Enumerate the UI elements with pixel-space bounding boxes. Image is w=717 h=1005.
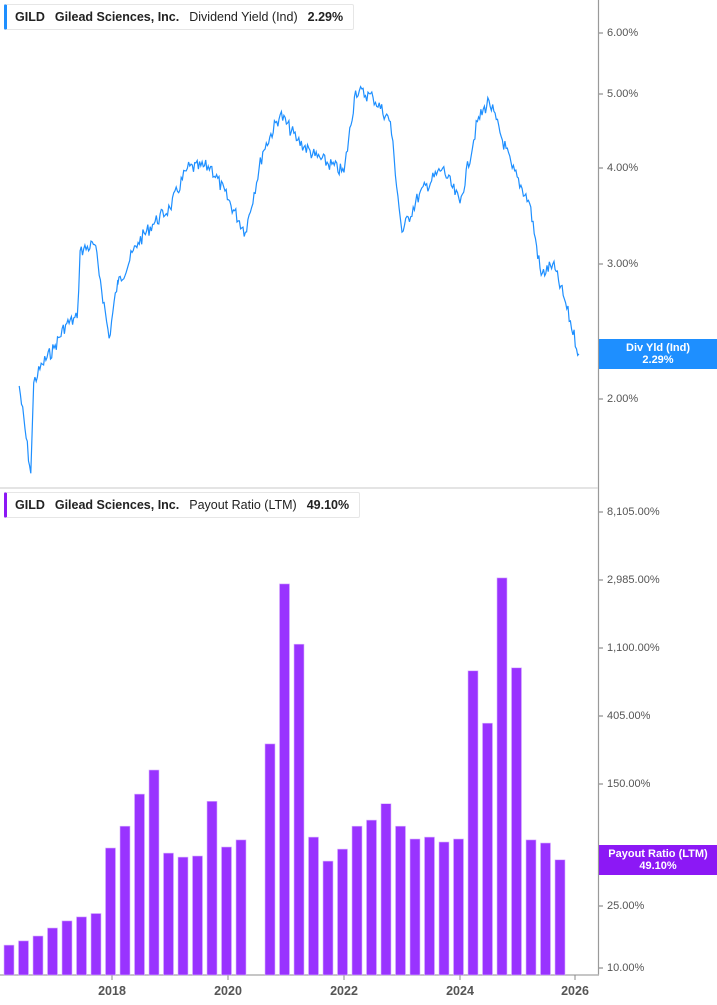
x-tick-label: 2024 bbox=[446, 984, 474, 998]
legend-value: 49.10% bbox=[306, 498, 350, 512]
y-tick-label: 4.00% bbox=[607, 162, 639, 174]
y-tick-label: 150.00% bbox=[607, 778, 651, 790]
y-tick-label: 405.00% bbox=[607, 710, 651, 722]
payout-bar bbox=[337, 848, 348, 976]
payout-bar bbox=[18, 940, 29, 976]
legend-ticker: GILD bbox=[15, 10, 45, 24]
y-tick-label: 10.00% bbox=[607, 962, 645, 974]
flag-label: Div Yld (Ind) bbox=[626, 342, 690, 354]
payout-bar bbox=[221, 846, 232, 976]
payout-ratio-price-flag: Payout Ratio (LTM) 49.10% bbox=[599, 845, 717, 875]
payout-bar bbox=[76, 916, 87, 976]
payout-bar bbox=[47, 927, 58, 976]
y-tick-label: 2.00% bbox=[607, 393, 639, 405]
payout-bar bbox=[453, 838, 464, 976]
flag-value: 49.10% bbox=[639, 860, 677, 872]
y-axis-ticks bbox=[599, 32, 603, 969]
payout-ratio-bars bbox=[3, 577, 566, 976]
payout-bar bbox=[279, 583, 290, 976]
payout-bar bbox=[293, 643, 305, 976]
payout-bar bbox=[496, 577, 508, 976]
payout-bar bbox=[134, 793, 145, 976]
legend-metric: Dividend Yield (Ind) bbox=[189, 10, 298, 24]
x-tick-label: 2020 bbox=[214, 984, 242, 998]
legend-metric: Payout Ratio (LTM) bbox=[189, 498, 297, 512]
payout-bar bbox=[395, 825, 406, 976]
payout-bar bbox=[148, 769, 160, 976]
payout-bar bbox=[235, 839, 247, 976]
x-tick-label: 2026 bbox=[561, 984, 589, 998]
payout-bar bbox=[525, 839, 537, 976]
payout-bar bbox=[380, 803, 392, 976]
payout-bar bbox=[177, 856, 189, 976]
payout-bar bbox=[192, 855, 203, 976]
payout-bar bbox=[467, 670, 479, 976]
legend-company: Gilead Sciences, Inc. bbox=[54, 498, 180, 512]
legend-company: Gilead Sciences, Inc. bbox=[54, 10, 180, 24]
y-tick-label: 25.00% bbox=[607, 900, 645, 912]
payout-bar bbox=[424, 836, 435, 976]
payout-bar bbox=[351, 825, 363, 976]
payout-bar bbox=[163, 852, 174, 976]
flag-value: 2.29% bbox=[642, 354, 674, 366]
x-tick-label: 2018 bbox=[98, 984, 126, 998]
flag-label: Payout Ratio (LTM) bbox=[608, 848, 708, 860]
payout-bar bbox=[308, 836, 319, 976]
y-tick-label: 8,105.00% bbox=[607, 506, 660, 518]
payout-bar bbox=[264, 743, 276, 976]
dividend-yield-legend: GILD Gilead Sciences, Inc. Dividend Yiel… bbox=[4, 4, 355, 30]
payout-bar bbox=[540, 842, 551, 976]
legend-ticker: GILD bbox=[15, 498, 45, 512]
payout-bar bbox=[119, 825, 131, 976]
payout-bar bbox=[554, 859, 566, 976]
payout-bar bbox=[322, 860, 334, 976]
legend-value: 2.29% bbox=[307, 10, 344, 24]
x-tick-label: 2022 bbox=[330, 984, 358, 998]
payout-bar bbox=[482, 722, 493, 976]
payout-bar bbox=[90, 913, 102, 976]
dividend-yield-line bbox=[18, 85, 580, 474]
payout-bar bbox=[511, 667, 522, 976]
dividend-yield-price-flag: Div Yld (Ind) 2.29% bbox=[599, 339, 717, 369]
payout-bar bbox=[409, 838, 421, 976]
y-tick-label: 5.00% bbox=[607, 88, 639, 100]
y-tick-label: 1,100.00% bbox=[607, 642, 660, 654]
payout-ratio-legend: GILD Gilead Sciences, Inc. Payout Ratio … bbox=[4, 492, 361, 518]
payout-bar bbox=[105, 847, 116, 976]
y-tick-label: 6.00% bbox=[607, 27, 639, 39]
payout-bar bbox=[366, 819, 377, 976]
payout-bar bbox=[32, 935, 44, 976]
x-axis-ticks bbox=[111, 975, 576, 980]
y-tick-label: 3.00% bbox=[607, 258, 639, 270]
payout-bar bbox=[3, 944, 15, 976]
y-tick-label: 2,985.00% bbox=[607, 574, 660, 586]
payout-bar bbox=[438, 841, 450, 976]
payout-bar bbox=[61, 920, 73, 976]
payout-bar bbox=[206, 800, 218, 976]
